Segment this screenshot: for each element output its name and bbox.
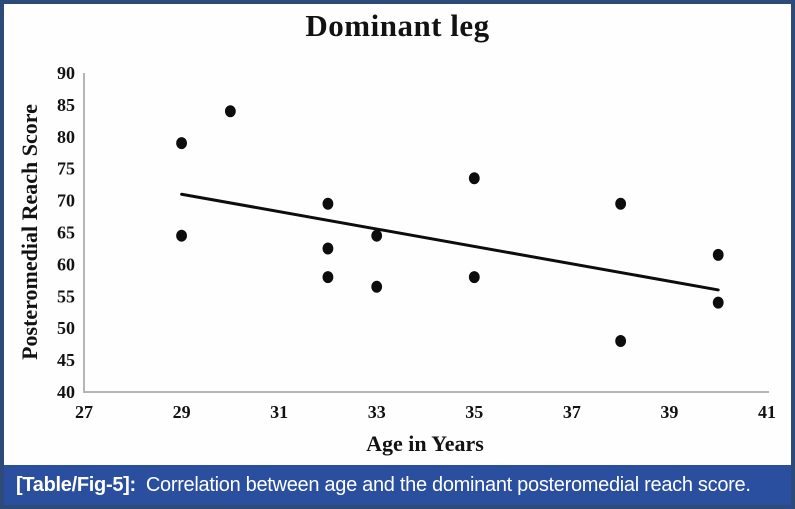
scatter-plot: 40 45 50 55 60 65 70 75 80 85 90 27 29 31 33 35 37 39 41: [57, 63, 776, 422]
trendline: [180, 192, 720, 292]
scatter-point: [176, 137, 187, 150]
y-tick-label: 50: [57, 318, 75, 338]
figure-caption-bar: [Table/Fig-5]: Correlation between age a…: [4, 465, 791, 505]
scatter-point: [468, 271, 480, 284]
scatter-point: [176, 229, 187, 242]
x-tick-label: 37: [563, 402, 581, 422]
scatter-point: [371, 229, 383, 242]
x-tick-label: 33: [368, 402, 386, 422]
y-tick-label: 80: [57, 127, 75, 147]
chart-region: Dominant leg Posteromedial Reach Score 4…: [4, 4, 791, 465]
scatter-point: [224, 105, 236, 118]
scatter-point: [371, 280, 383, 293]
x-tick-label: 27: [75, 402, 93, 422]
scatter-point: [615, 197, 627, 210]
scatter-point: [468, 172, 480, 185]
y-tick-label: 60: [57, 254, 75, 274]
y-tick-label: 90: [57, 63, 75, 83]
x-tick-label: 41: [758, 402, 776, 422]
y-tick-label: 85: [57, 95, 75, 115]
chart-title: Dominant leg: [305, 8, 490, 43]
scatter-point: [322, 271, 334, 284]
x-tick-label: 29: [173, 402, 191, 422]
x-tick-label: 35: [465, 402, 483, 422]
x-axis-title: Age in Years: [366, 431, 484, 456]
y-tick-label: 75: [57, 159, 75, 179]
y-tick-label: 45: [57, 350, 75, 370]
scatter-point: [322, 197, 334, 210]
y-tick-label: 70: [57, 191, 75, 211]
scatter-point: [712, 248, 724, 261]
x-tick-label: 39: [660, 402, 678, 422]
caption-label: [Table/Fig-5]:: [16, 473, 136, 496]
y-tick-label: 65: [57, 223, 75, 243]
x-tick-label: 31: [270, 402, 288, 422]
caption-text: Correlation between age and the dominant…: [145, 473, 751, 496]
scatter-point: [615, 334, 627, 347]
y-tick-label: 40: [57, 382, 75, 402]
scatter-point: [712, 296, 724, 309]
scatter-point: [322, 242, 334, 255]
y-tick-label: 55: [57, 286, 75, 306]
